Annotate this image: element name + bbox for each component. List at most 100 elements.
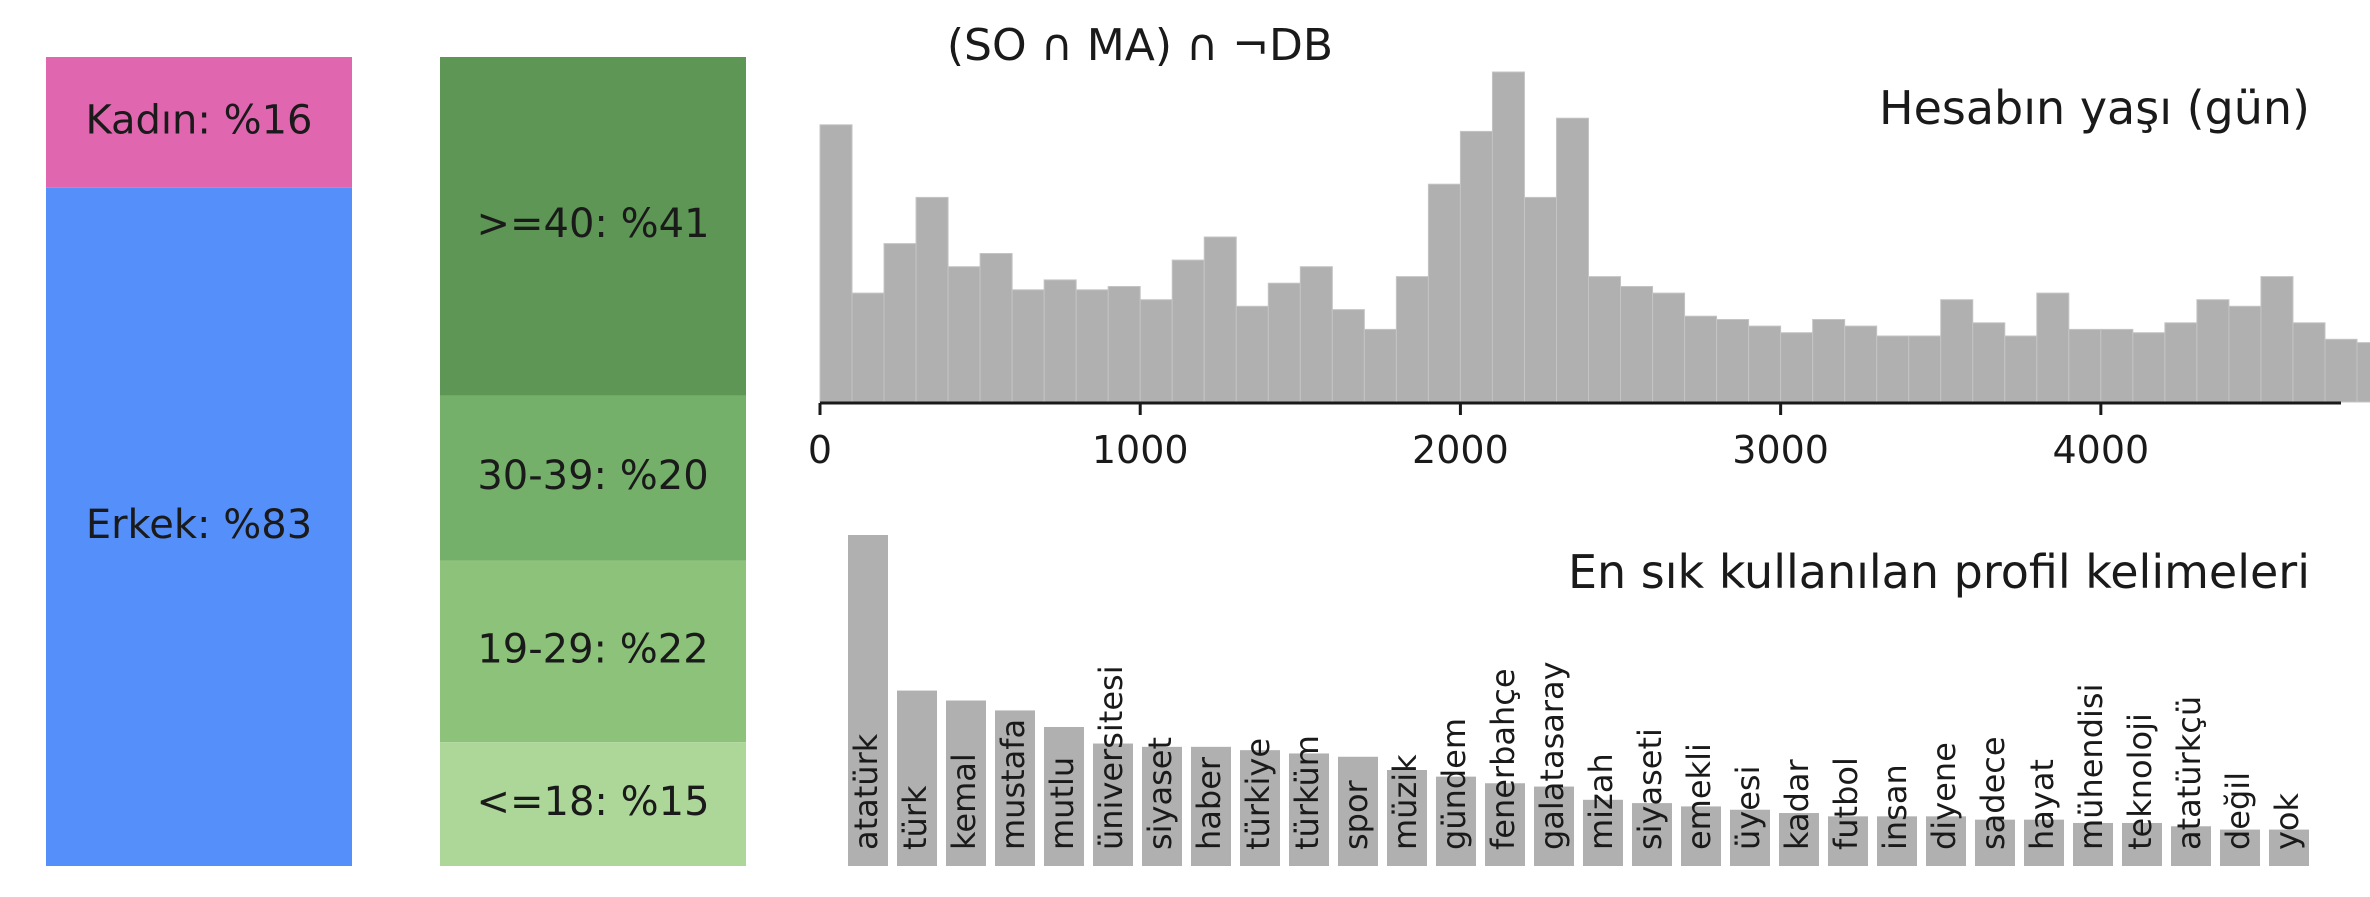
histogram-bar	[2324, 338, 2358, 403]
word-bar	[2269, 829, 2309, 866]
histogram-bar	[2356, 342, 2370, 403]
histogram-bar	[2132, 332, 2166, 403]
histogram-bar	[1139, 299, 1173, 403]
histogram-bar	[819, 124, 853, 403]
histogram-bar	[2036, 292, 2070, 403]
word-bar	[848, 535, 888, 866]
histogram-x-tick-label: 3000	[1732, 428, 1829, 472]
word-bar-label: üniversitesi	[1092, 665, 1130, 850]
histogram-bar	[1684, 315, 1718, 403]
histogram-bar	[1427, 183, 1461, 403]
word-bar-label: mizah	[1582, 753, 1620, 850]
histogram-bar	[851, 292, 885, 403]
age-segment	[440, 395, 746, 561]
histogram-bar	[979, 253, 1013, 403]
histogram-bar	[2100, 328, 2134, 403]
histogram-x-tick-label: 0	[808, 428, 832, 472]
histogram-bar	[2292, 322, 2326, 403]
histogram-bar	[1780, 332, 1814, 403]
word-bar	[1191, 746, 1231, 866]
histogram-bar	[2164, 322, 2198, 403]
word-bar	[2220, 829, 2260, 866]
main-title: (SO ∩ MA) ∩ ¬DB	[947, 20, 1333, 71]
age-group-stacked-bar: >=40: %41 30-39: %20 19-29: %22 <=18: %15	[440, 57, 746, 866]
gender-segment-label: Erkek: %83	[86, 502, 312, 548]
word-bar	[1877, 816, 1917, 866]
histogram-bar	[1235, 305, 1269, 403]
histogram-bar	[1620, 286, 1654, 403]
word-bar	[2171, 826, 2211, 866]
word-bar	[2073, 822, 2113, 866]
word-bar-label: üyesi	[1729, 766, 1767, 850]
word-bar-label: gündem	[1435, 718, 1473, 850]
histogram-bar	[1459, 130, 1493, 403]
histogram-bar	[2228, 305, 2262, 403]
word-bar-label: hayat	[2023, 759, 2061, 850]
histogram-bar	[1588, 276, 1622, 403]
age-segment-label: >=40: %41	[476, 201, 709, 247]
word-bar	[897, 690, 937, 866]
histogram-x-tick-label: 4000	[2052, 428, 2149, 472]
histogram-bar	[1523, 196, 1557, 403]
word-bar	[1387, 770, 1427, 866]
age-segment-label: <=18: %15	[476, 779, 709, 825]
histogram-bar	[947, 266, 981, 403]
histogram-bar	[2260, 276, 2294, 403]
word-bar	[1485, 783, 1525, 866]
word-bar	[995, 710, 1035, 866]
histogram-bar	[1748, 325, 1782, 403]
word-bar-label: diyene	[1925, 742, 1963, 850]
histogram-bar	[1940, 299, 1974, 403]
histogram-bar	[1203, 236, 1237, 403]
histogram-bar	[1395, 276, 1429, 403]
word-bar	[1093, 743, 1133, 866]
word-bar-label: galatasaray	[1533, 661, 1571, 850]
histogram-bar	[1972, 322, 2006, 403]
word-bar-label: siyaset	[1141, 737, 1179, 850]
word-bar	[1779, 813, 1819, 866]
word-bar-label: atatürk	[847, 733, 885, 850]
gender-segment-label: Kadın: %16	[86, 97, 313, 143]
word-bar	[1730, 809, 1770, 866]
histogram-x-tick-label: 2000	[1412, 428, 1509, 472]
word-bar-label: kemal	[945, 753, 983, 850]
word-bar-label: siyaseti	[1631, 728, 1669, 850]
words-chart-title: En sık kullanılan profil kelimeleri	[1568, 545, 2310, 599]
word-bar	[1436, 776, 1476, 866]
histogram-bar	[883, 243, 917, 403]
histogram-bar	[1299, 266, 1333, 403]
histogram-bar	[1652, 292, 1686, 403]
word-bar-label: emekli	[1680, 743, 1718, 850]
histogram-bar	[1267, 282, 1301, 403]
word-bar	[1338, 756, 1378, 866]
account-age-histogram: 0 1000 2000 3000 4000	[808, 71, 2370, 472]
word-bar	[1681, 806, 1721, 866]
histogram-title: Hesabın yaşı (gün)	[1879, 81, 2310, 135]
word-bar	[1044, 726, 1084, 866]
gender-stacked-bar: Kadın: %16 Erkek: %83	[46, 57, 352, 866]
word-bar	[1289, 753, 1329, 866]
word-bar	[1828, 816, 1868, 866]
word-bar	[1926, 816, 1966, 866]
word-bar-label: kadar	[1778, 759, 1816, 851]
word-bar	[1240, 750, 1280, 866]
word-bar-label: türkiye	[1239, 738, 1277, 850]
histogram-bar	[1075, 289, 1109, 403]
histogram-bar	[915, 196, 949, 403]
word-bar-label: türk	[896, 785, 934, 850]
histogram-bar	[1363, 328, 1397, 403]
histogram-bar	[1107, 286, 1141, 403]
histogram-bar	[2068, 328, 2102, 403]
histogram-bar	[1043, 279, 1077, 403]
histogram-bar	[1812, 319, 1846, 403]
histogram-bar	[1908, 335, 1942, 403]
histogram-bar	[1716, 319, 1750, 403]
word-bar	[1975, 819, 2015, 866]
age-segment	[440, 560, 746, 743]
word-bar-label: değil	[2219, 772, 2257, 850]
word-bar	[1583, 799, 1623, 866]
word-bar	[946, 700, 986, 866]
word-bar-label: teknoloji	[2121, 713, 2159, 850]
word-bar	[1142, 746, 1182, 866]
